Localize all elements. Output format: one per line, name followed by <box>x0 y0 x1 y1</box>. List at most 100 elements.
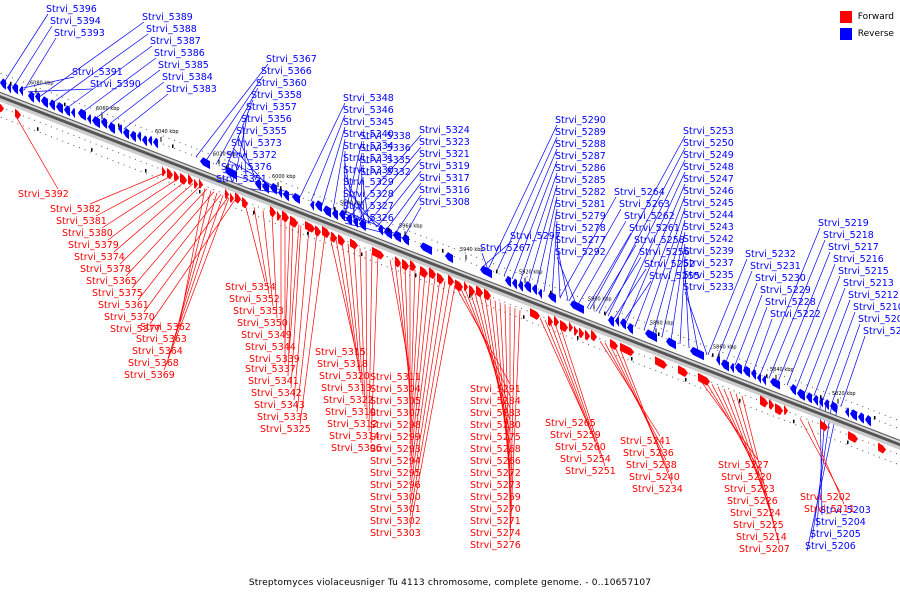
tick-label: 5880 kbp <box>650 320 674 326</box>
forward-gene <box>270 205 276 218</box>
leader-line <box>554 323 601 455</box>
leader-line <box>816 400 827 528</box>
leader-line <box>556 256 577 304</box>
leader-line <box>335 238 358 360</box>
reverse-gene <box>721 359 729 372</box>
feature-marker <box>307 231 309 236</box>
reverse-gene <box>762 375 766 386</box>
leader-line <box>813 299 851 396</box>
reverse-gene <box>262 181 269 194</box>
reverse-gene-label: Strvi_5292 <box>555 247 606 258</box>
leader-line <box>175 190 212 335</box>
leader-line <box>23 37 57 91</box>
forward-gene-label: Strvi_5364 <box>132 346 183 357</box>
reverse-gene-label: Strvi_5245 <box>683 198 734 209</box>
reverse-gene-label: Strvi_5232 <box>745 249 796 260</box>
leader-line <box>53 33 149 103</box>
leader-line <box>284 221 291 343</box>
reverse-gene-label: Strvi_5396 <box>46 4 97 15</box>
leader-line <box>67 45 153 108</box>
feature-marker <box>685 377 687 382</box>
leader-line <box>616 171 686 320</box>
reverse-gene-label: Strvi_5388 <box>146 24 197 35</box>
reverse-gene-label: Strvi_5250 <box>683 138 734 149</box>
reverse-gene-label: Strvi_5289 <box>555 127 606 138</box>
tick-label: 5940 kbp <box>460 247 484 253</box>
forward-gene-label: Strvi_5349 <box>241 330 292 341</box>
forward-gene <box>848 430 858 443</box>
reverse-gene <box>445 252 453 264</box>
legend-label-forward: Forward <box>857 11 894 22</box>
forward-gene <box>277 210 281 222</box>
leader-line <box>589 135 686 310</box>
feature-marker <box>442 248 444 253</box>
reverse-gene-label: Strvi_5239 <box>683 246 734 257</box>
forward-gene <box>569 321 573 333</box>
reverse-gene <box>12 83 18 95</box>
forward-gene-label: Strvi_5392 <box>18 189 69 200</box>
forward-gene-label: Strvi_5307 <box>370 408 421 419</box>
leader-line <box>149 199 236 325</box>
reverse-gene-label: Strvi_5297 <box>510 231 561 242</box>
reverse-gene-label: Strvi_5324 <box>419 125 470 136</box>
forward-gene-label: Strvi_5378 <box>80 264 131 275</box>
leader-line <box>113 183 194 253</box>
reverse-gene <box>790 384 796 396</box>
forward-gene <box>188 174 193 186</box>
forward-gene <box>878 442 886 454</box>
reverse-gene <box>824 399 829 411</box>
reverse-gene-label: Strvi_5233 <box>683 282 734 293</box>
forward-gene-label: Strvi_5270 <box>470 504 521 515</box>
reverse-gene-label: Strvi_5326 <box>343 213 394 224</box>
forward-gene-label: Strvi_5275 <box>470 432 521 443</box>
reverse-gene-label: Strvi_5336 <box>360 143 411 154</box>
leader-line <box>613 268 647 319</box>
leader-line <box>643 207 686 331</box>
reverse-gene-label: Strvi_5253 <box>683 126 734 137</box>
reverse-gene-label: Strvi_5387 <box>150 36 201 47</box>
forward-gene <box>820 420 828 432</box>
leader-line <box>195 63 269 157</box>
reverse-gene-label: Strvi_5219 <box>818 218 869 229</box>
forward-gene <box>0 103 4 113</box>
leader-line <box>125 188 208 277</box>
leader-line <box>347 243 362 384</box>
forward-gene <box>290 215 298 228</box>
reverse-gene-label: Strvi_5330 <box>343 165 394 176</box>
forward-gene-label: Strvi_5369 <box>124 370 175 381</box>
feature-marker <box>118 123 120 128</box>
backbone-highlight <box>0 92 900 444</box>
reverse-gene-label: Strvi_5261 <box>629 223 680 234</box>
leader-line <box>679 255 686 344</box>
leader-line <box>244 203 266 283</box>
leader-line <box>559 325 606 467</box>
forward-gene <box>591 330 597 342</box>
reverse-gene-label: Strvi_5287 <box>555 151 606 162</box>
forward-gene-label: Strvi_5301 <box>370 504 421 515</box>
leader-line <box>13 25 53 87</box>
reverse-gene-label: Strvi_5346 <box>343 105 394 116</box>
guide-row <box>0 106 900 456</box>
leader-line <box>684 267 690 348</box>
feature-marker <box>253 210 255 215</box>
reverse-gene-label: Strvi_5345 <box>343 117 394 128</box>
reverse-gene <box>87 114 91 125</box>
reverse-gene <box>690 346 704 361</box>
reverse-gene-label: Strvi_5205 <box>810 529 861 540</box>
forward-gene <box>469 284 475 297</box>
leader-line <box>205 75 264 161</box>
forward-gene-label: Strvi_5280 <box>470 420 521 431</box>
forward-gene-label: Strvi_5353 <box>233 306 284 317</box>
leader-line <box>786 263 836 386</box>
forward-gene-label: Strvi_5320 <box>319 371 370 382</box>
reverse-gene <box>751 368 756 380</box>
leader-line <box>299 234 326 425</box>
forward-gene-label: Strvi_5220 <box>721 472 772 483</box>
reverse-gene <box>346 214 352 226</box>
leader-line <box>807 421 845 505</box>
leader-line <box>361 176 370 224</box>
legend-label-reverse: Reverse <box>857 28 894 39</box>
reverse-gene <box>92 116 100 129</box>
reverse-gene <box>393 230 401 243</box>
